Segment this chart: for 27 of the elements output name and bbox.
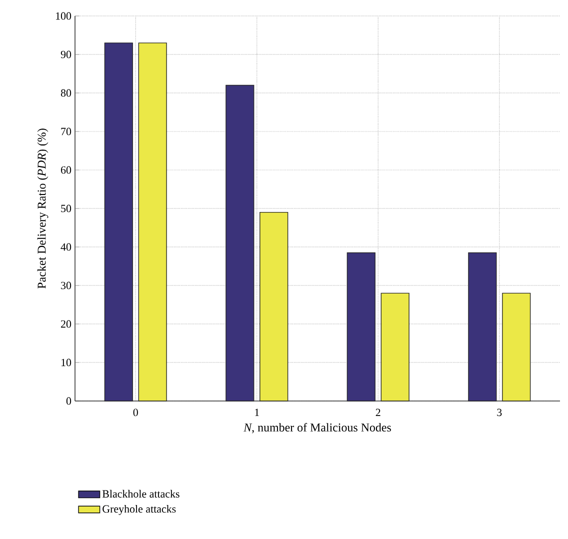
y-tick-label: 90 <box>60 50 72 58</box>
y-tick-label: 30 <box>61 282 72 290</box>
x-tick-label: 0 <box>133 408 138 416</box>
y-tick-label: 20 <box>61 320 72 328</box>
y-tick-label: 80 <box>60 89 72 97</box>
legend-label: Greyhole attacks <box>102 504 176 515</box>
bar <box>260 212 288 402</box>
legend-label: Blackhole attacks <box>102 490 180 498</box>
y-tick-label: 100 <box>56 12 72 20</box>
bar <box>468 252 497 402</box>
bar <box>380 292 410 402</box>
bar <box>138 42 167 402</box>
x-tick-label: 1 <box>255 408 259 416</box>
bar <box>502 292 531 402</box>
y-axis-title: Packet Delivery Ratio (PDR) (%) <box>37 128 48 288</box>
bar <box>104 42 133 402</box>
y-tick-label: 40 <box>60 243 72 251</box>
y-tick-label: 70 <box>61 128 72 136</box>
y-tick-label: 60 <box>60 166 72 174</box>
x-tick-label: 3 <box>497 408 502 416</box>
y-tick-label: 50 <box>61 204 72 212</box>
y-tick-label: 0 <box>66 397 72 405</box>
bar <box>346 252 376 402</box>
x-tick-label: 2 <box>376 408 380 416</box>
bar <box>226 84 254 402</box>
x-axis-title: N, number of Malicious Nodes <box>244 422 391 434</box>
y-tick-label: 10 <box>61 358 72 366</box>
